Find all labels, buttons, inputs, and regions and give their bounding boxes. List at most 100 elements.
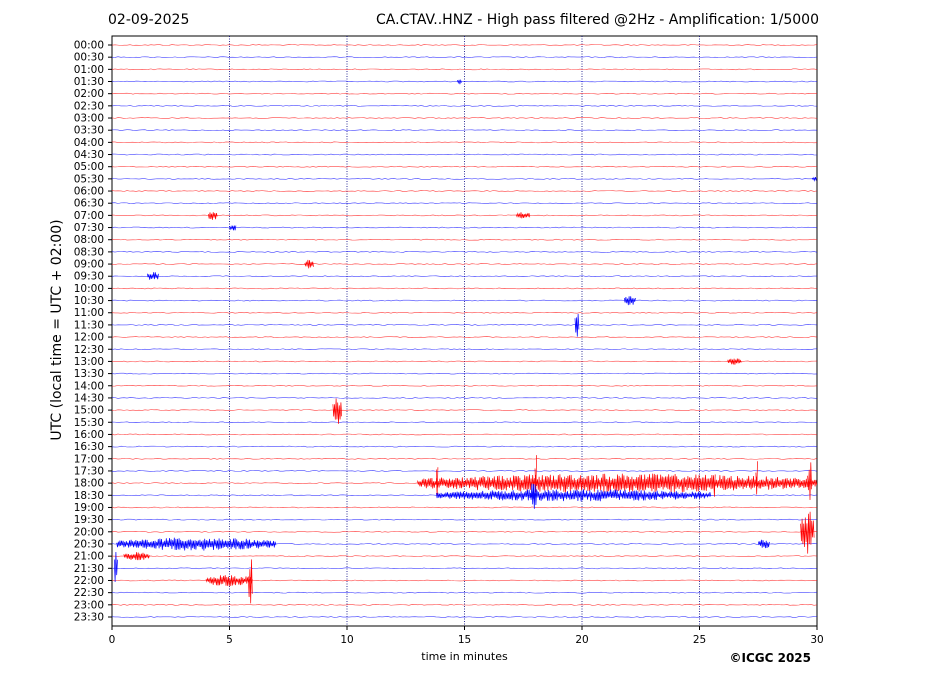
- y-tick-label: 05:00: [74, 161, 104, 173]
- seismic-event: [623, 296, 636, 306]
- x-tick-label: 0: [109, 634, 116, 646]
- trace-line: [111, 92, 818, 95]
- trace-line: [111, 616, 818, 618]
- trace-line: [111, 311, 818, 314]
- y-tick-label: 07:30: [74, 222, 104, 234]
- seismic-event: [247, 559, 253, 604]
- seismic-event: [116, 537, 277, 551]
- seismic-event: [332, 398, 343, 424]
- trace-line: [111, 202, 818, 205]
- y-tick-label: 09:30: [74, 271, 104, 283]
- y-tick-label: 06:30: [74, 198, 104, 210]
- trace-line: [111, 238, 818, 241]
- trace-line: [111, 604, 818, 606]
- seismic-event: [529, 483, 538, 509]
- y-tick-label: 15:00: [74, 405, 104, 417]
- x-tick-label: 25: [693, 634, 706, 646]
- trace-line: [111, 80, 818, 83]
- trace-line: [111, 324, 818, 326]
- y-tick-label: 14:00: [74, 380, 104, 392]
- seismic-event: [146, 272, 159, 280]
- trace-line: [111, 117, 818, 119]
- trace-line: [111, 287, 818, 290]
- trace-line: [111, 299, 818, 302]
- seismic-event: [205, 575, 253, 587]
- y-tick-label: 17:00: [74, 453, 104, 465]
- y-tick-label: 23:30: [74, 611, 104, 623]
- trace-line: [111, 178, 818, 180]
- trace-line: [111, 141, 818, 144]
- y-tick-label: 04:30: [74, 149, 104, 161]
- trace-line: [111, 129, 818, 131]
- y-tick-label: 02:00: [74, 88, 104, 100]
- trace-line: [111, 470, 818, 472]
- y-tick-label: 19:00: [74, 502, 104, 514]
- y-tick-label: 22:30: [74, 587, 104, 599]
- seismic-event: [757, 539, 770, 549]
- seismic-event: [123, 552, 150, 561]
- y-tick-label: 01:30: [74, 76, 104, 88]
- seismic-event: [574, 313, 580, 337]
- trace-line: [111, 409, 818, 411]
- y-tick-label: 16:30: [74, 441, 104, 453]
- trace-line: [111, 56, 818, 58]
- y-tick-label: 12:30: [74, 344, 104, 356]
- seismic-event: [807, 462, 812, 501]
- y-tick-label: 18:00: [74, 478, 104, 490]
- y-tick-label: 11:00: [74, 307, 104, 319]
- trace-line: [111, 348, 818, 351]
- seismic-event: [113, 551, 118, 583]
- trace-line: [111, 360, 818, 363]
- y-axis-label: UTC (local time = UTC + 02:00): [49, 219, 65, 441]
- seismic-event: [800, 511, 815, 554]
- trace-line: [111, 153, 818, 156]
- trace-line: [111, 336, 818, 338]
- trace-line: [111, 457, 818, 460]
- y-tick-label: 10:00: [74, 283, 104, 295]
- trace-line: [111, 518, 818, 521]
- seismic-event: [727, 358, 742, 365]
- y-tick-label: 21:30: [74, 563, 104, 575]
- trace-line: [111, 190, 818, 192]
- y-tick-label: 03:30: [74, 125, 104, 137]
- seismic-event: [417, 473, 818, 493]
- y-tick-label: 09:00: [74, 259, 104, 271]
- trace-line: [111, 165, 818, 168]
- chart-title: CA.CTAV..HNZ - High pass filtered @2Hz -…: [376, 12, 819, 28]
- trace-line: [111, 421, 818, 424]
- seismic-event: [207, 212, 218, 220]
- y-tick-label: 20:00: [74, 526, 104, 538]
- y-tick-label: 08:30: [74, 246, 104, 258]
- trace-line: [111, 530, 818, 533]
- trace-line: [111, 226, 818, 229]
- y-tick-label: 20:30: [74, 538, 104, 550]
- seismic-event: [534, 455, 537, 493]
- y-tick-label: 12:00: [74, 332, 104, 344]
- trace-line: [111, 555, 818, 557]
- trace-line: [111, 263, 818, 265]
- seismic-event: [304, 259, 314, 269]
- date-label: 02-09-2025: [108, 12, 190, 28]
- seismic-event: [435, 489, 712, 502]
- y-tick-label: 19:30: [74, 514, 104, 526]
- seismic-event: [515, 212, 531, 219]
- y-tick-label: 01:00: [74, 64, 104, 76]
- x-tick-label: 20: [575, 634, 588, 646]
- x-tick-label: 30: [810, 634, 823, 646]
- y-tick-label: 13:00: [74, 356, 104, 368]
- trace-line: [111, 397, 818, 399]
- y-tick-label: 11:30: [74, 319, 104, 331]
- seismic-event: [713, 474, 716, 497]
- y-tick-label: 07:00: [74, 210, 104, 222]
- y-tick-label: 10:30: [74, 295, 104, 307]
- y-tick-label: 21:00: [74, 551, 104, 563]
- trace-line: [111, 68, 818, 71]
- trace-line: [111, 384, 818, 387]
- trace-line: [111, 567, 818, 570]
- y-tick-label: 13:30: [74, 368, 104, 380]
- x-tick-label: 15: [458, 634, 471, 646]
- trace-line: [111, 44, 818, 46]
- y-tick-label: 02:30: [74, 100, 104, 112]
- y-tick-label: 17:30: [74, 465, 104, 477]
